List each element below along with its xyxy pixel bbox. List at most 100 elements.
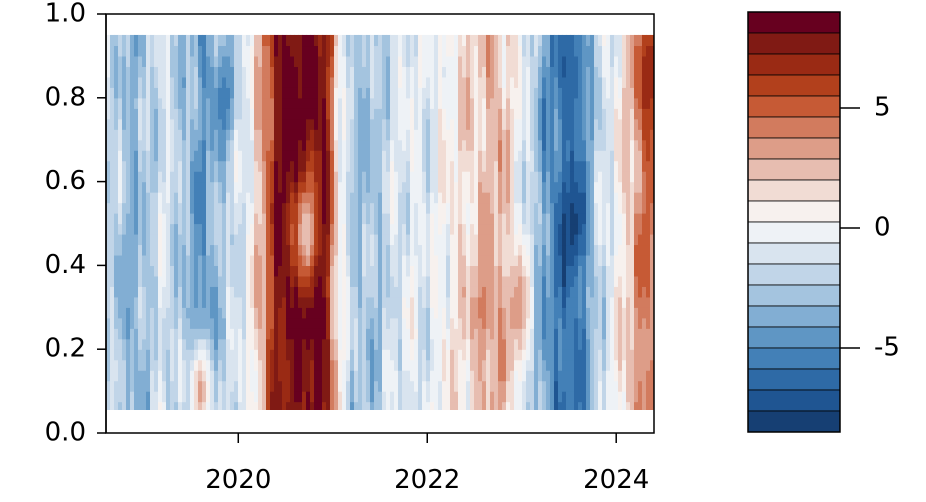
heatmap-cell [570, 286, 575, 298]
heatmap-cell [482, 233, 487, 246]
heatmap-cell [486, 391, 491, 403]
heatmap-cell [450, 244, 455, 256]
heatmap-cell [322, 108, 327, 120]
heatmap-cell [170, 401, 175, 410]
heatmap-cell [258, 171, 263, 183]
heatmap-cell [306, 254, 311, 266]
heatmap-cell [422, 317, 427, 329]
heatmap-cell [346, 307, 351, 319]
heatmap-cell [330, 171, 335, 183]
heatmap-cell [154, 118, 159, 130]
heatmap-cell [334, 34, 339, 47]
heatmap-cell [318, 202, 323, 214]
heatmap-cell [538, 380, 543, 392]
heatmap-cell [186, 202, 191, 214]
heatmap-cell [550, 129, 555, 141]
heatmap-cell [194, 359, 199, 371]
heatmap-cell [530, 192, 535, 204]
heatmap-cell [138, 118, 143, 130]
heatmap-cell [454, 349, 459, 361]
heatmap-cell [134, 108, 139, 120]
heatmap-cell [294, 265, 299, 277]
heatmap-cell [318, 192, 323, 204]
heatmap-cell [322, 76, 327, 88]
heatmap-cell [402, 118, 407, 130]
heatmap-cell [618, 108, 623, 120]
heatmap-cell [418, 275, 423, 287]
heatmap-cell [426, 87, 431, 99]
heatmap-cell [286, 181, 291, 193]
heatmap-cell [610, 391, 615, 403]
heatmap-cell [458, 328, 463, 340]
heatmap-cell [538, 139, 543, 151]
heatmap-cell [210, 192, 215, 204]
heatmap-cell [246, 55, 251, 67]
heatmap-cell [162, 66, 167, 78]
heatmap-cell [494, 275, 499, 287]
heatmap-cell [494, 359, 499, 371]
heatmap-cell [354, 296, 359, 308]
heatmap-cell [514, 275, 519, 287]
heatmap-cell [550, 76, 555, 88]
heatmap-cell [126, 380, 131, 392]
heatmap-cell [646, 129, 651, 141]
heatmap-cell [442, 192, 447, 204]
heatmap-cell [454, 359, 459, 371]
heatmap-cell [174, 328, 179, 340]
heatmap-cell [166, 118, 171, 130]
heatmap-cell [134, 254, 139, 266]
heatmap-cell [602, 296, 607, 308]
heatmap-cell [566, 181, 571, 193]
heatmap-cell [106, 254, 111, 266]
heatmap-cell [534, 296, 539, 308]
heatmap-cell [610, 286, 615, 298]
heatmap-cell [426, 118, 431, 130]
heatmap-cell [530, 338, 535, 350]
heatmap-cell [514, 129, 519, 141]
heatmap-cell [218, 118, 223, 130]
heatmap-cell [622, 286, 627, 298]
heatmap-cell [290, 129, 295, 141]
heatmap-cell [106, 55, 111, 67]
heatmap-cell [538, 328, 543, 340]
heatmap-cell [182, 108, 187, 120]
heatmap-cell [550, 118, 555, 130]
heatmap-cell [606, 370, 611, 382]
heatmap-cell [170, 202, 175, 214]
heatmap-cell [166, 401, 171, 410]
heatmap-cell [342, 192, 347, 204]
heatmap-cell [618, 76, 623, 88]
heatmap-cell [586, 328, 591, 340]
heatmap-cell [350, 359, 355, 371]
heatmap-cell [130, 108, 135, 120]
heatmap-cell [326, 76, 331, 88]
heatmap-cell [326, 202, 331, 214]
heatmap-cell [338, 139, 343, 151]
heatmap-cell [330, 317, 335, 329]
heatmap-cell [186, 213, 191, 225]
heatmap-cell [390, 265, 395, 277]
heatmap-cell [310, 275, 315, 287]
heatmap-cell [250, 66, 255, 78]
heatmap-cell [330, 160, 335, 172]
heatmap-cell [242, 34, 247, 47]
heatmap-cell [282, 108, 287, 120]
heatmap-cell [158, 391, 163, 403]
heatmap-cell [226, 307, 231, 319]
heatmap-cell [270, 265, 275, 277]
heatmap-cell [574, 66, 579, 78]
heatmap-cell [110, 275, 115, 287]
heatmap-cell [606, 34, 611, 47]
heatmap-cell [166, 139, 171, 151]
heatmap-cell [146, 244, 151, 256]
heatmap-cell [214, 202, 219, 214]
heatmap-cell [306, 202, 311, 214]
heatmap-cell [342, 118, 347, 130]
heatmap-cell [230, 391, 235, 403]
heatmap-cell [414, 391, 419, 403]
heatmap-cell [394, 129, 399, 141]
heatmap-cell [598, 254, 603, 266]
heatmap-cell [142, 359, 147, 371]
heatmap-cell [634, 118, 639, 130]
heatmap-cell [262, 192, 267, 204]
